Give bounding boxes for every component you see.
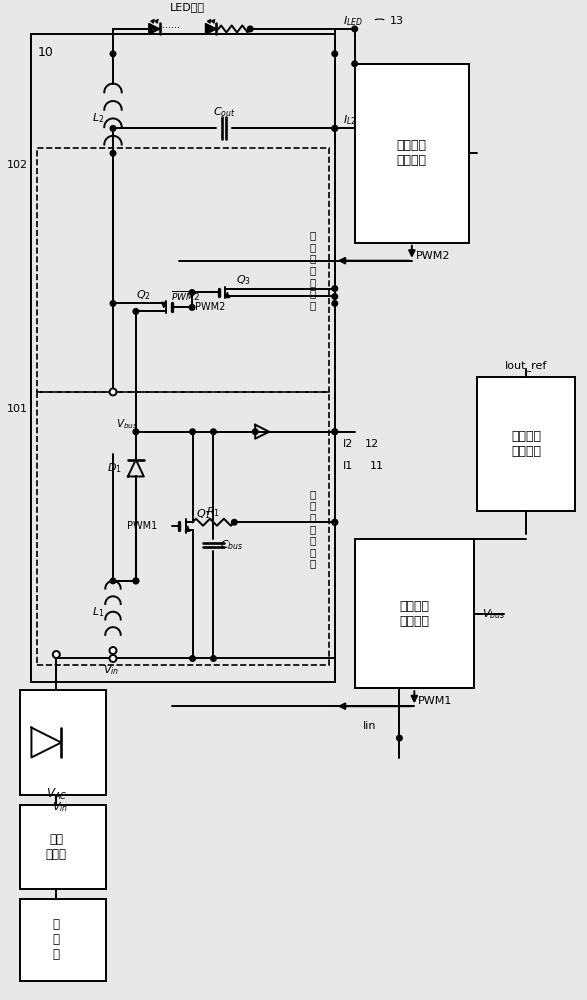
Bar	[355, 539, 474, 688]
Bar	[38, 392, 329, 665]
Text: 101: 101	[6, 404, 28, 414]
Text: 102: 102	[6, 160, 28, 170]
Circle shape	[332, 126, 338, 131]
Text: $L_2$: $L_2$	[92, 112, 104, 125]
Bar	[19, 899, 106, 981]
Text: ......: ......	[161, 20, 180, 30]
Circle shape	[110, 388, 116, 395]
Text: $V_{bus}$: $V_{bus}$	[482, 607, 505, 621]
Circle shape	[332, 301, 338, 306]
Text: Iin: Iin	[363, 721, 376, 731]
Text: $R_1$: $R_1$	[207, 505, 221, 519]
Circle shape	[189, 290, 195, 295]
Text: $I_{L2}$: $I_{L2}$	[343, 114, 356, 127]
Text: $Q_2$: $Q_2$	[136, 289, 151, 302]
Text: 第
二
功
率
级
电
路: 第 二 功 率 级 电 路	[310, 230, 316, 310]
Text: PWM1: PWM1	[127, 521, 158, 531]
Circle shape	[110, 126, 116, 131]
Circle shape	[332, 286, 338, 291]
Circle shape	[190, 656, 195, 661]
Circle shape	[110, 301, 116, 306]
Text: I1: I1	[343, 461, 353, 471]
Text: $Q_3$: $Q_3$	[236, 274, 251, 287]
Circle shape	[110, 647, 116, 654]
Circle shape	[211, 656, 216, 661]
Text: PWM1: PWM1	[419, 696, 453, 706]
Circle shape	[332, 519, 338, 525]
Text: $I_{LED}$: $I_{LED}$	[343, 14, 363, 28]
Bar	[32, 34, 335, 682]
Circle shape	[332, 294, 338, 299]
Circle shape	[231, 519, 237, 525]
Circle shape	[110, 578, 116, 584]
Text: $\overline{PWM2}$: $\overline{PWM2}$	[171, 290, 201, 303]
Text: $V_{in}$: $V_{in}$	[103, 664, 119, 677]
Circle shape	[190, 429, 195, 435]
Text: $V_{AC}$: $V_{AC}$	[46, 787, 67, 802]
Text: 输出电流
控制电路: 输出电流 控制电路	[397, 139, 427, 167]
Polygon shape	[149, 23, 160, 34]
Text: Iout_ref: Iout_ref	[505, 360, 548, 371]
Text: $C_{out}$: $C_{out}$	[212, 106, 235, 119]
Text: $V_{in}$: $V_{in}$	[52, 800, 68, 814]
Text: $Q_1$: $Q_1$	[196, 507, 211, 521]
Text: 调光信号
发生电路: 调光信号 发生电路	[511, 430, 541, 458]
Circle shape	[133, 429, 139, 435]
Text: 11: 11	[370, 461, 383, 471]
Bar	[19, 690, 106, 795]
Circle shape	[397, 735, 402, 741]
Circle shape	[133, 309, 139, 314]
Circle shape	[110, 655, 116, 662]
Text: 10: 10	[38, 46, 53, 59]
Circle shape	[133, 578, 139, 584]
Circle shape	[332, 429, 338, 435]
Text: PWM2: PWM2	[416, 251, 450, 261]
Circle shape	[332, 429, 338, 435]
Circle shape	[110, 150, 116, 156]
Text: 12: 12	[365, 439, 379, 449]
Text: 电子
变压器: 电子 变压器	[46, 833, 67, 861]
Circle shape	[332, 51, 338, 57]
Text: PWM2: PWM2	[194, 302, 225, 312]
Text: $V_{bus}$: $V_{bus}$	[116, 417, 138, 431]
Bar	[477, 377, 575, 511]
Circle shape	[53, 651, 60, 658]
Text: $D_1$: $D_1$	[107, 461, 122, 475]
Circle shape	[332, 126, 338, 131]
Bar	[38, 148, 329, 392]
Text: 输入电流
控制电路: 输入电流 控制电路	[399, 600, 429, 628]
Text: 第
一
功
率
级
电
路: 第 一 功 率 级 电 路	[310, 489, 316, 568]
Text: I2: I2	[343, 439, 353, 449]
Circle shape	[133, 578, 139, 584]
Text: $L_1$: $L_1$	[92, 605, 104, 619]
Text: 13: 13	[389, 16, 403, 26]
Circle shape	[248, 26, 253, 32]
Text: 可
控
硅: 可 控 硅	[53, 918, 60, 961]
Text: LED负载: LED负载	[170, 2, 205, 12]
Circle shape	[211, 429, 216, 435]
Circle shape	[110, 51, 116, 57]
Circle shape	[252, 429, 258, 435]
Bar	[19, 805, 106, 889]
Circle shape	[352, 26, 357, 32]
Circle shape	[352, 61, 357, 67]
Text: $C_{bus}$: $C_{bus}$	[220, 538, 243, 552]
Circle shape	[189, 305, 195, 310]
Polygon shape	[205, 23, 217, 34]
Bar	[355, 64, 469, 243]
Circle shape	[332, 519, 338, 525]
